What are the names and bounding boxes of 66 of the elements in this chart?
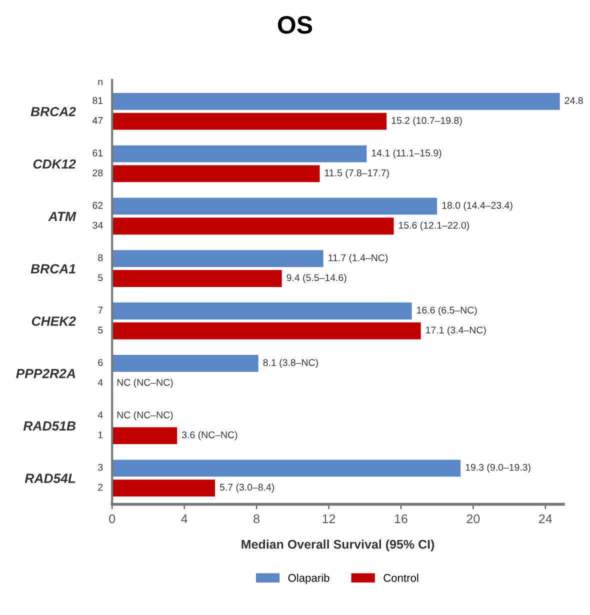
bar (112, 480, 216, 497)
bar (112, 198, 438, 215)
bar (112, 427, 178, 444)
y-tick-label: RAD54L (24, 474, 76, 484)
text: 8 (98, 254, 103, 262)
bar (112, 165, 320, 182)
data-label: 18.0 (14.4–23.4) (442, 202, 512, 211)
text: 5 (98, 274, 103, 282)
data-label: 17.1 (3.4–NC) (426, 326, 486, 336)
bar (112, 354, 258, 372)
text: 34 (92, 222, 103, 229)
data-label: 15.6 (12.1–22.0) (398, 222, 470, 231)
chart-title: OS (278, 16, 312, 34)
text: 61 (92, 150, 103, 156)
y-tick-label: ATM (48, 212, 76, 221)
data-label: 24.8 (564, 97, 583, 104)
x-tick-label: 12 (322, 514, 336, 524)
text: NC (NC–NC) (117, 378, 173, 388)
y-tick-label: CDK12 (33, 159, 76, 169)
data-label: 16.6 (6.5–NC) (417, 306, 477, 316)
data-label: 14.1 (11.1–15.9) (372, 149, 442, 158)
y-tick-label: BRCA1 (30, 264, 76, 274)
text: 7 (98, 306, 103, 314)
x-tick-label: 4 (181, 514, 188, 524)
bar (112, 302, 412, 320)
y-tick-label: BRCA2 (30, 106, 76, 116)
text: NC (NC–NC) (117, 411, 173, 420)
text: 4 (98, 379, 103, 386)
bar (112, 112, 387, 130)
x-tick-label: 0 (109, 514, 116, 524)
text: 62 (92, 202, 103, 209)
text: 1 (98, 431, 103, 438)
data-label: 15.2 (10.7–19.8) (392, 116, 462, 126)
bar (112, 322, 421, 340)
data-label: 9.4 (5.5–14.6) (286, 274, 346, 284)
bar (112, 218, 394, 235)
bar (112, 250, 324, 268)
x-tick-label: 8 (254, 514, 260, 524)
y-tick-label: RAD51B (23, 421, 76, 431)
text: 3 (98, 464, 103, 471)
text: 28 (92, 169, 103, 176)
x-tick-label: 24 (539, 514, 552, 524)
x-axis-title: Median Overall Survival (95% CI) (242, 540, 434, 552)
data-label: 11.5 (7.8–17.7) (324, 169, 389, 178)
data-label: 8.1 (3.8–NC) (263, 358, 318, 368)
text: 47 (92, 117, 103, 124)
text: 6 (98, 359, 103, 366)
text: 4 (98, 412, 103, 418)
data-label: 3.6 (NC–NC) (182, 431, 238, 440)
data-label: 11.7 (1.4–NC) (328, 254, 388, 264)
y-tick-label: PPP2R2A (16, 368, 76, 378)
bar (112, 92, 560, 110)
bar (112, 460, 461, 477)
legend-label: Olaparib (288, 574, 330, 584)
x-tick-label: 16 (394, 514, 408, 524)
data-label: 5.7 (3.0–8.4) (220, 484, 274, 493)
legend-label: Control (384, 574, 418, 582)
y-tick-label: CHEK2 (32, 316, 76, 326)
x-tick-label: 20 (466, 514, 480, 524)
bar (112, 270, 282, 287)
text: 5 (98, 326, 103, 334)
text: n (98, 80, 102, 86)
data-label: 19.3 (9.0–19.3) (466, 464, 530, 473)
text: 81 (92, 97, 103, 104)
bar (112, 145, 367, 162)
text: 2 (98, 484, 103, 491)
